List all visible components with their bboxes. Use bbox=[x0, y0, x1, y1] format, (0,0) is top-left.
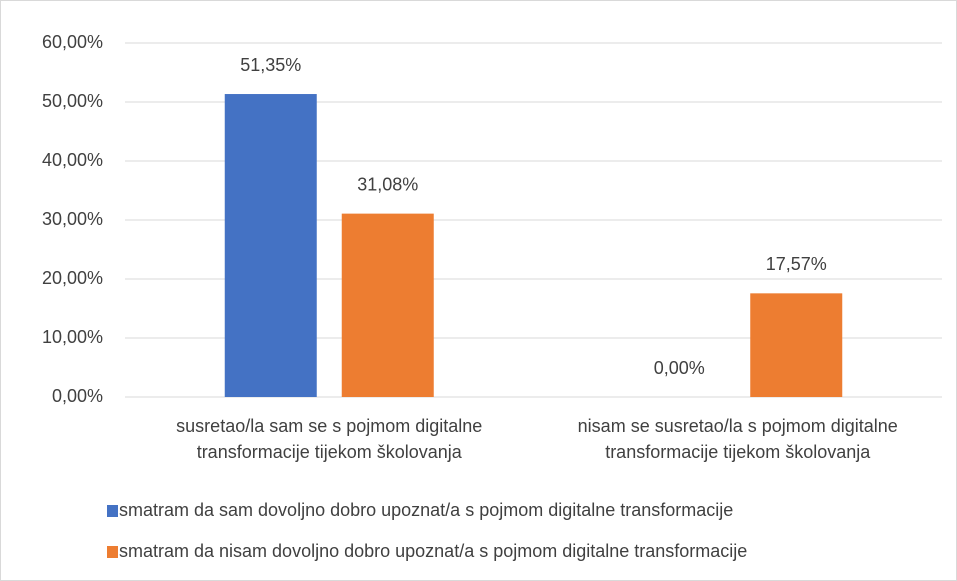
y-tick-label: 10,00% bbox=[42, 327, 103, 347]
x-tick-label-box: susretao/la sam se s pojmom digitalne tr… bbox=[176, 416, 483, 462]
legend-swatch bbox=[107, 546, 118, 558]
data-label: 31,08% bbox=[357, 174, 418, 194]
legend-label: smatram da nisam dovoljno dobro upoznat/… bbox=[119, 541, 747, 561]
data-label: 17,57% bbox=[766, 254, 827, 274]
x-tick-label-box: nisam se susretao/la s pojmom digitalne … bbox=[577, 416, 898, 462]
bar bbox=[750, 293, 843, 397]
data-label: 0,00% bbox=[654, 358, 705, 378]
legend-swatch bbox=[107, 505, 118, 517]
legend-label: smatram da sam dovoljno dobro upoznat/a … bbox=[119, 500, 733, 520]
x-tick-label: nisam se susretao/la s pojmom digitalne … bbox=[577, 416, 898, 462]
y-tick-label: 40,00% bbox=[42, 150, 103, 170]
bar bbox=[224, 94, 317, 397]
bar bbox=[341, 213, 434, 397]
y-tick-label: 30,00% bbox=[42, 209, 103, 229]
data-label: 51,35% bbox=[240, 55, 301, 75]
y-tick-label: 60,00% bbox=[42, 32, 103, 52]
y-tick-label: 20,00% bbox=[42, 268, 103, 288]
y-tick-label: 50,00% bbox=[42, 91, 103, 111]
x-tick-label: susretao/la sam se s pojmom digitalne tr… bbox=[176, 416, 483, 462]
y-tick-label: 0,00% bbox=[52, 386, 103, 406]
